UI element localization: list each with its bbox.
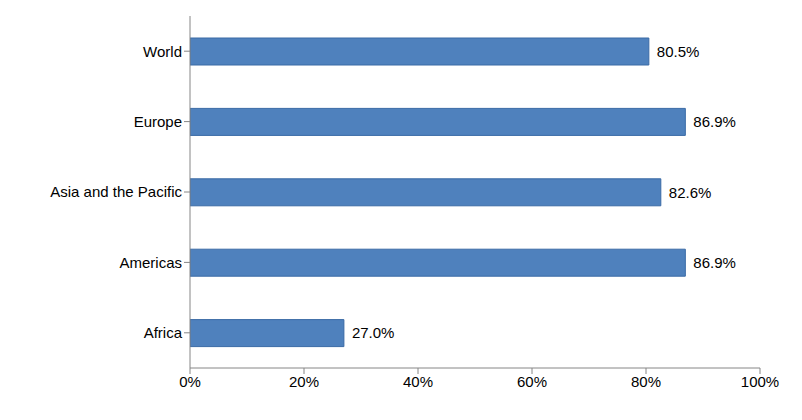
svg-text:0%: 0%	[179, 373, 201, 390]
svg-text:Asia and the Pacific: Asia and the Pacific	[50, 183, 182, 200]
svg-text:86.9%: 86.9%	[693, 254, 736, 271]
svg-text:World: World	[143, 43, 182, 60]
svg-text:Africa: Africa	[144, 324, 183, 341]
svg-text:80.5%: 80.5%	[657, 43, 700, 60]
svg-text:Americas: Americas	[119, 254, 182, 271]
svg-text:27.0%: 27.0%	[352, 324, 395, 341]
svg-text:60%: 60%	[517, 373, 547, 390]
svg-text:100%: 100%	[741, 373, 779, 390]
svg-text:20%: 20%	[289, 373, 319, 390]
svg-text:Europe: Europe	[134, 113, 182, 130]
svg-text:82.6%: 82.6%	[669, 184, 712, 201]
svg-text:40%: 40%	[403, 373, 433, 390]
svg-text:86.9%: 86.9%	[693, 113, 736, 130]
svg-text:80%: 80%	[631, 373, 661, 390]
